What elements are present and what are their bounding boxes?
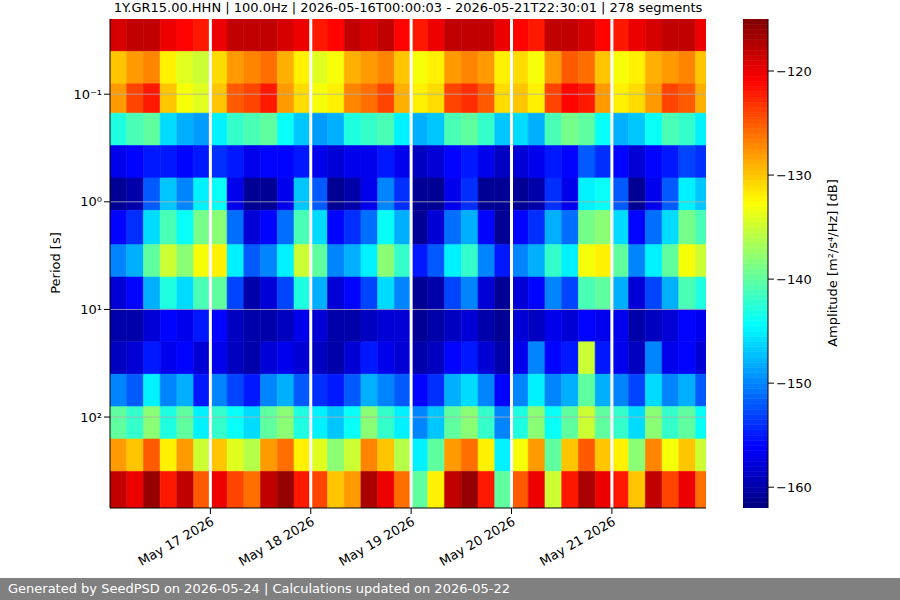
svg-text:May 21 2026: May 21 2026	[537, 514, 618, 569]
svg-text:May 17 2026: May 17 2026	[136, 514, 217, 569]
html-text:Period [s]: Period [s]	[47, 232, 63, 294]
svg-text:−160: −160	[776, 480, 812, 495]
svg-text:10²: 10²	[80, 410, 102, 425]
svg-text:10⁻¹: 10⁻¹	[73, 87, 102, 102]
svg-text:−140: −140	[776, 272, 812, 287]
html-text:Generated by SeedPSD on 2026-0: Generated by SeedPSD on 2026-05-24 | Cal…	[8, 581, 510, 596]
svg-text:−150: −150	[776, 376, 812, 391]
svg-text:May 18 2026: May 18 2026	[236, 514, 317, 569]
svg-text:May 20 2026: May 20 2026	[437, 514, 518, 569]
svg-text:−120: −120	[776, 64, 812, 79]
html-text:Amplitude [m²/s⁴/Hz] [dB]: Amplitude [m²/s⁴/Hz] [dB]	[824, 179, 840, 347]
svg-text:10¹: 10¹	[80, 302, 102, 317]
svg-text:10⁰: 10⁰	[80, 194, 102, 209]
svg-text:May 19 2026: May 19 2026	[336, 514, 417, 569]
svg-text:−130: −130	[776, 168, 812, 183]
html-text:1Y.GR15.00.HHN | 100.0Hz | 202: 1Y.GR15.00.HHN | 100.0Hz | 2026-05-16T00…	[113, 0, 703, 15]
